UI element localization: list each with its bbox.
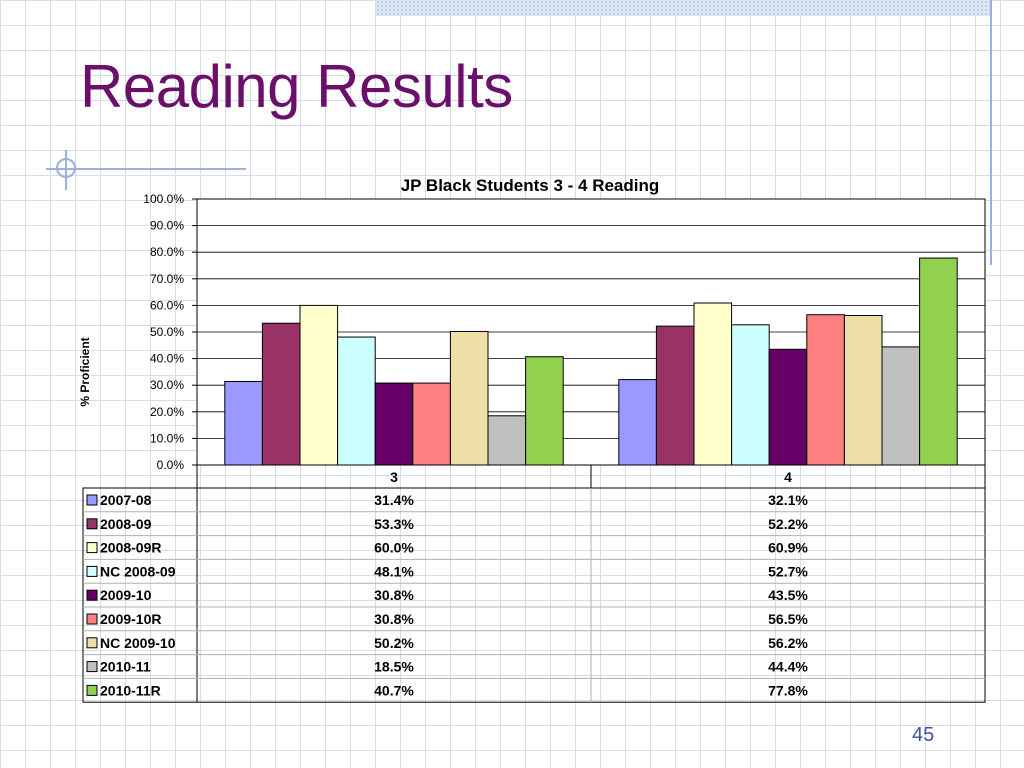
data-table-value: 43.5% [768, 587, 808, 603]
bar [261, 322, 301, 466]
bar [843, 315, 883, 466]
bar [806, 314, 845, 466]
y-tick-label: 0.0% [157, 458, 185, 472]
bar [412, 382, 451, 466]
data-table-value: 52.7% [768, 563, 808, 579]
y-tick-label: 100.0% [143, 192, 184, 206]
legend-swatch [86, 589, 98, 601]
y-tick-label: 30.0% [150, 378, 184, 392]
y-axis-label: % Proficient [78, 337, 92, 406]
data-table-value: 56.2% [768, 635, 808, 651]
slide-title: Reading Results [80, 53, 513, 120]
chart-title: JP Black Students 3 - 4 Reading [401, 176, 660, 195]
data-table-value: 44.4% [768, 659, 808, 675]
legend-swatch [86, 637, 98, 649]
data-table-value: 50.2% [374, 635, 414, 651]
legend-label: 2010-11 [100, 659, 151, 675]
legend-label: 2010-11R [100, 682, 161, 698]
data-table-value: 30.8% [374, 611, 414, 627]
legend-swatch [86, 542, 98, 554]
slide-number: 45 [912, 724, 935, 746]
bar [525, 356, 564, 466]
data-table-value: 53.3% [374, 516, 414, 532]
bar [768, 348, 808, 466]
y-tick-label: 70.0% [150, 272, 184, 286]
legend-swatch [86, 661, 98, 673]
data-table-value: 18.5% [374, 659, 414, 675]
bar [337, 336, 376, 466]
data-table-border [82, 487, 986, 703]
y-tick-label: 80.0% [150, 245, 184, 259]
decorative-top-band [376, 0, 992, 16]
bar [224, 380, 263, 466]
legend-swatch [86, 684, 98, 696]
decorative-vertical-line [990, 0, 992, 265]
data-table-value: 60.0% [374, 540, 414, 556]
y-tick-label: 20.0% [150, 405, 184, 419]
title-underline [46, 168, 246, 170]
bar [374, 382, 414, 466]
data-table-value: 52.2% [768, 516, 808, 532]
legend-label: 2008-09R [100, 540, 162, 556]
data-table-value: 30.8% [374, 587, 414, 603]
y-tick-label: 60.0% [150, 298, 184, 312]
bar [299, 304, 339, 466]
y-tick-label: 50.0% [150, 325, 184, 339]
data-table-value: 56.5% [768, 611, 808, 627]
data-table-value: 32.1% [768, 492, 808, 508]
bar [655, 325, 695, 466]
bar [449, 330, 489, 466]
bar [919, 257, 958, 466]
data-table-value: 77.8% [768, 682, 808, 698]
data-table-value: 48.1% [374, 563, 414, 579]
data-table-value: 40.7% [374, 682, 414, 698]
legend-label: 2009-10 [100, 587, 152, 603]
y-tick-label: 90.0% [150, 219, 184, 233]
y-tick-label: 40.0% [150, 352, 184, 366]
legend-swatch [86, 613, 98, 625]
bar [731, 324, 770, 466]
legend-label: 2009-10R [100, 611, 162, 627]
bar [881, 346, 921, 466]
data-table-value: 60.9% [768, 540, 808, 556]
bar [693, 302, 733, 466]
legend-label: NC 2008-09 [100, 563, 176, 579]
bar [618, 379, 657, 466]
legend-label: 2008-09 [100, 516, 152, 532]
data-table-value: 31.4% [374, 492, 414, 508]
bar [487, 415, 527, 466]
legend-label: NC 2009-10 [100, 635, 176, 651]
x-category-label: 3 [390, 469, 398, 485]
x-category-label: 4 [784, 469, 792, 485]
y-tick-label: 10.0% [150, 431, 184, 445]
legend-swatch [86, 518, 98, 530]
legend-label: 2007-08 [100, 492, 152, 508]
legend-swatch [86, 565, 98, 577]
legend-swatch [86, 494, 98, 506]
decorative-crosshair-circle [56, 158, 76, 178]
